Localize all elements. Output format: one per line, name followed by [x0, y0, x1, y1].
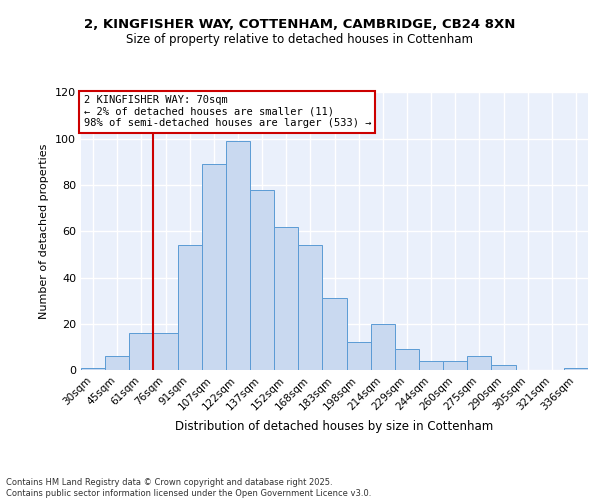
Bar	[443, 361, 467, 370]
Bar	[105, 356, 129, 370]
Text: 2, KINGFISHER WAY, COTTENHAM, CAMBRIDGE, CB24 8XN: 2, KINGFISHER WAY, COTTENHAM, CAMBRIDGE,…	[85, 18, 515, 30]
Bar	[322, 298, 347, 370]
Bar	[419, 361, 443, 370]
Bar	[178, 245, 202, 370]
Bar	[564, 368, 588, 370]
Text: Size of property relative to detached houses in Cottenham: Size of property relative to detached ho…	[127, 32, 473, 46]
Bar	[81, 368, 105, 370]
Bar	[202, 164, 226, 370]
X-axis label: Distribution of detached houses by size in Cottenham: Distribution of detached houses by size …	[175, 420, 494, 433]
Bar	[347, 342, 371, 370]
Text: Contains HM Land Registry data © Crown copyright and database right 2025.
Contai: Contains HM Land Registry data © Crown c…	[6, 478, 371, 498]
Bar	[226, 141, 250, 370]
Bar	[491, 366, 515, 370]
Bar	[154, 333, 178, 370]
Bar	[395, 349, 419, 370]
Bar	[250, 190, 274, 370]
Bar	[274, 226, 298, 370]
Text: 2 KINGFISHER WAY: 70sqm
← 2% of detached houses are smaller (11)
98% of semi-det: 2 KINGFISHER WAY: 70sqm ← 2% of detached…	[83, 96, 371, 128]
Bar	[298, 245, 322, 370]
Bar	[129, 333, 154, 370]
Bar	[371, 324, 395, 370]
Bar	[467, 356, 491, 370]
Y-axis label: Number of detached properties: Number of detached properties	[40, 144, 49, 319]
